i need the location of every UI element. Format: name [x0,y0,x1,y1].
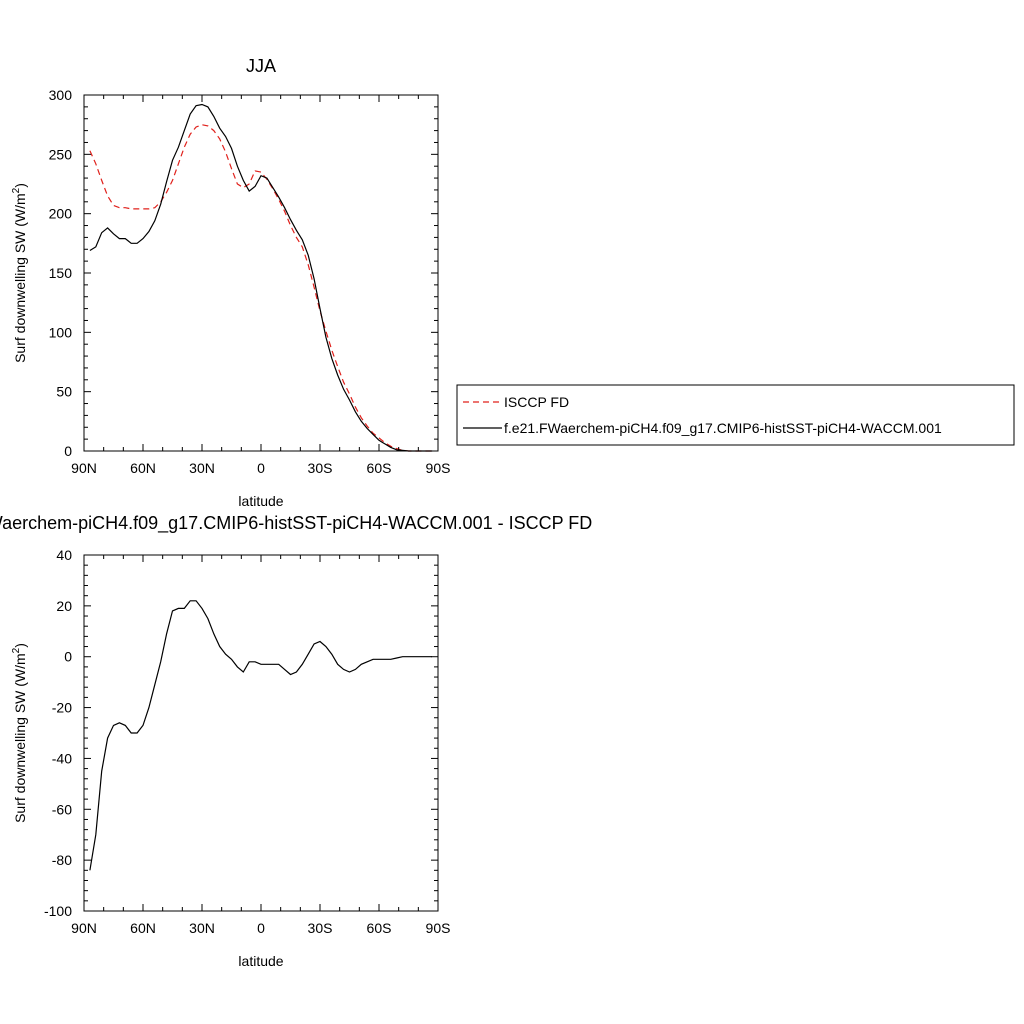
series-line-2 [89,103,433,452]
y-axis-title-close: ) [12,643,28,648]
x-tick-label: 60S [367,460,392,476]
x-tick-label: 90S [426,920,451,936]
y-axis-title-close: ) [12,183,28,188]
y-tick-label: -20 [52,700,72,716]
x-tick-label: 60N [130,460,156,476]
bottom-panel: f.e21.FWaerchem-piCH4.f09_g17.CMIP6-hist… [0,513,592,969]
y-tick-label: -40 [52,750,72,766]
top-panel: JJA 90N 60N 30N 0 30S 60S 90S 0 50 100 150 200 250 300… [11,56,1015,509]
x-tick-label: 0 [257,460,265,476]
y-tick-label: 20 [56,598,72,614]
chart-title: JJA [246,56,276,76]
y-tick-label: 200 [49,206,73,222]
y-tick-label: 100 [49,324,73,340]
x-tick-label: 0 [257,920,265,936]
x-tick-label: 30N [189,460,215,476]
x-tick-label: 90N [71,460,97,476]
y-axis-title-text: Surf downwelling SW (W/m [12,193,28,363]
legend-label-2: f.e21.FWaerchem-piCH4.f09_g17.CMIP6-hist… [504,420,942,436]
x-tick-label: 30N [189,920,215,936]
x-axis-title: latitude [238,493,283,509]
y-axis-title: Surf downwelling SW (W/m2) [11,183,28,363]
x-tick-label: 60S [367,920,392,936]
x-tick-label: 30S [308,460,333,476]
y-tick-label: -100 [44,903,72,919]
y-tick-label: 50 [56,384,72,400]
legend-box [456,384,1015,446]
y-tick-label: -60 [52,801,72,817]
x-tick-label: 60N [130,920,156,936]
x-tick-label: 90S [426,460,451,476]
y-tick-label: 300 [49,87,73,103]
x-axis-title: latitude [238,953,283,969]
y-axis-title: Surf downwelling SW (W/m2) [11,643,28,823]
plot-frame [83,94,439,452]
x-tick-label: 90N [71,920,97,936]
y-axis-title-superscript: 2 [11,647,22,653]
legend: ISCCP FD f.e21.FWaerchem-piCH4.f09_g17.CM… [456,384,1015,446]
series-line-1 [89,600,433,871]
y-tick-label: -80 [52,852,72,868]
y-tick-label: 150 [49,265,73,281]
y-axis-title-text: Surf downwelling SW (W/m [12,653,28,823]
series-line-1 [89,124,433,452]
y-tick-label: 250 [49,146,73,162]
y-tick-label: 0 [64,443,72,459]
y-axis-title-superscript: 2 [11,187,22,193]
chart-title: f.e21.FWaerchem-piCH4.f09_g17.CMIP6-hist… [0,513,592,534]
y-tick-label: 40 [56,547,72,563]
x-tick-label: 30S [308,920,333,936]
legend-label-1: ISCCP FD [504,394,569,410]
y-tick-label: 0 [64,649,72,665]
